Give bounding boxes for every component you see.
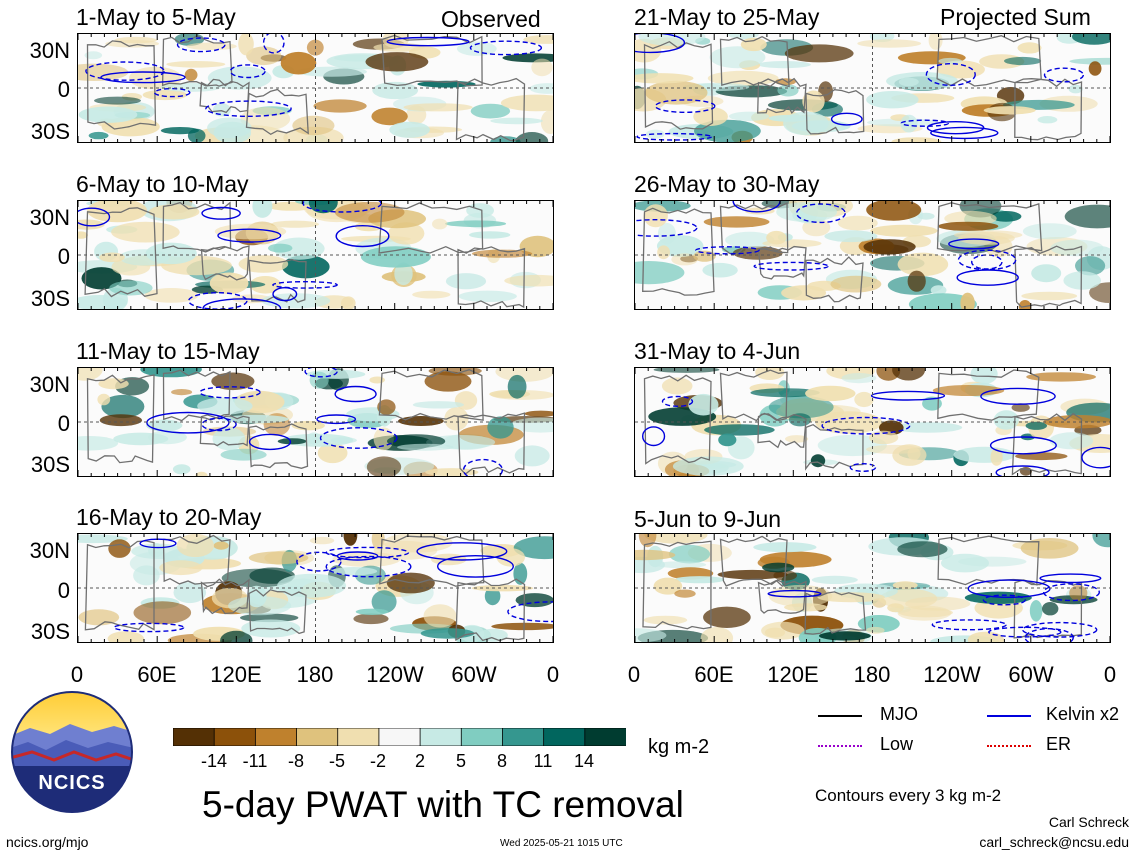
lat-label: 30S: [30, 452, 70, 477]
colorbar-swatch: [173, 728, 216, 746]
panel-title: 6-May to 10-May: [76, 171, 249, 197]
map-field: [78, 368, 553, 476]
pwat-map: [634, 200, 1111, 310]
lat-label: 30S: [30, 286, 70, 311]
contours-note: Contours every 3 kg m-2: [815, 786, 1002, 805]
author-name: Carl Schreck: [1048, 814, 1129, 830]
colorbar-swatch: [502, 728, 545, 746]
lat-label: 30S: [30, 619, 70, 644]
pwat-map: [634, 367, 1111, 477]
legend-label-low: Low: [880, 734, 914, 754]
pwat-map: [77, 200, 554, 310]
colorbar-tick: 8: [496, 751, 507, 771]
lon-label: 180: [853, 662, 891, 687]
panel-title: 1-May to 5-May: [76, 4, 236, 30]
colorbar-swatch: [419, 728, 463, 746]
colorbar-tick: 14: [573, 751, 595, 771]
colorbar-swatch: [378, 728, 421, 746]
legend-swatch-er: [987, 745, 1031, 747]
pwat-map: [77, 33, 554, 143]
lat-label: 0: [57, 77, 70, 102]
lon-label: 60E: [137, 662, 177, 687]
panel-title: 5-Jun to 9-Jun: [634, 506, 782, 532]
pwat-map: [634, 33, 1111, 143]
map-field: [635, 368, 1110, 476]
colorbar-swatch: [543, 728, 586, 746]
colorbar-tick: -14: [200, 751, 227, 771]
panel-title: 11-May to 15-May: [76, 338, 260, 364]
colorbar-tick: 11: [533, 751, 553, 771]
lat-label: 30S: [30, 119, 70, 144]
logo-text: NCICS: [38, 772, 106, 794]
legend-label-er: ER: [1046, 734, 1072, 754]
lon-label: 180: [296, 662, 334, 687]
panel-title: 31-May to 4-Jun: [634, 338, 801, 364]
lon-label: 0: [70, 662, 84, 687]
lon-label: 120W: [366, 662, 424, 687]
lat-label: 30N: [29, 538, 70, 563]
lat-label: 0: [57, 411, 70, 436]
map-field: [635, 534, 1110, 642]
colorbar-tick: -8: [287, 751, 304, 771]
lon-label: 60E: [694, 662, 734, 687]
colorbar-swatch: [254, 728, 298, 746]
legend-swatch-mjo: [818, 715, 862, 717]
site-url: ncics.org/mjo: [6, 834, 89, 850]
colorbar-swatch: [213, 728, 257, 746]
panel-title: 21-May to 25-May: [634, 4, 820, 30]
colorbar-tick: 5: [455, 751, 466, 771]
observed-label: Observed: [441, 6, 541, 32]
lat-label: 0: [57, 578, 70, 603]
legend-swatch-kelvin: [987, 715, 1031, 717]
colorbar-swatch: [296, 728, 339, 746]
timestamp: Wed 2025-05-21 1015 UTC: [500, 838, 623, 849]
colorbar-unit: kg m-2: [648, 736, 710, 758]
logo-graphic: [11, 691, 133, 813]
map-field: [78, 34, 553, 142]
map-field: [78, 201, 553, 309]
colorbar-tick: -2: [369, 751, 386, 771]
lon-label: 0: [546, 662, 560, 687]
lon-label: 120E: [767, 662, 819, 687]
lon-label: 120E: [210, 662, 262, 687]
legend-swatch-low: [818, 745, 862, 747]
projected-sum-label: Projected Sum: [940, 4, 1091, 30]
colorbar: [173, 728, 626, 746]
colorbar-tick: -5: [328, 751, 345, 771]
main-title: 5-day PWAT with TC removal: [202, 784, 684, 825]
lon-label: 120W: [923, 662, 981, 687]
lat-label: 30N: [29, 205, 70, 230]
lat-label: 30N: [29, 372, 70, 397]
colorbar-swatch: [337, 728, 380, 746]
lat-label: 30N: [29, 38, 70, 63]
colorbar-swatch: [460, 728, 504, 746]
lat-label: 0: [57, 244, 70, 269]
pwat-map: [77, 367, 554, 477]
ncics-logo: NCICS: [10, 690, 134, 814]
map-field: [78, 534, 553, 642]
author-email: carl_schreck@ncsu.edu: [979, 834, 1129, 850]
colorbar-tick: 2: [414, 751, 425, 771]
colorbar-swatches: [173, 728, 626, 746]
map-field: [635, 201, 1110, 309]
lon-label: 0: [1103, 662, 1117, 687]
panel-title: 16-May to 20-May: [76, 504, 262, 530]
legend-label-kelvin: Kelvin x2: [1046, 704, 1120, 724]
pwat-map: [77, 533, 554, 643]
lon-label: 60W: [1008, 662, 1054, 687]
pwat-map: [634, 533, 1111, 643]
legend-label-mjo: MJO: [880, 704, 918, 724]
panel-title: 26-May to 30-May: [634, 171, 820, 197]
map-field: [635, 34, 1110, 142]
lon-label: 60W: [451, 662, 497, 687]
colorbar-tick: -11: [242, 751, 268, 771]
colorbar-swatch: [584, 728, 626, 746]
lon-label: 0: [627, 662, 641, 687]
